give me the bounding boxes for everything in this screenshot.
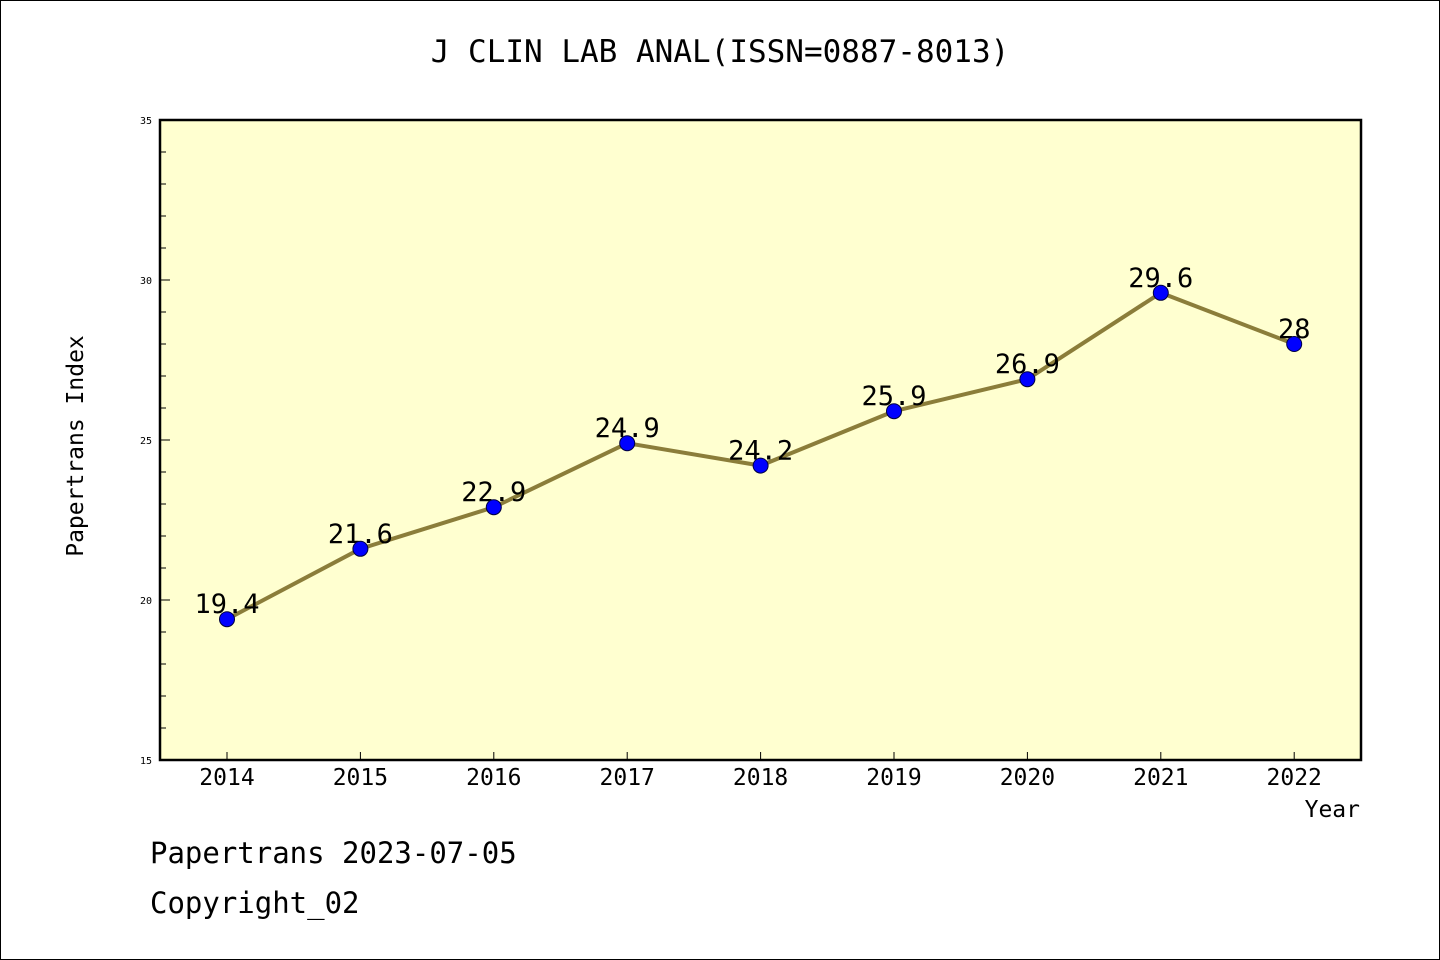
footer-copyright-text: Copyright_02 — [150, 886, 360, 920]
footer-date-text: Papertrans 2023-07-05 — [150, 836, 517, 870]
chart-title: J CLIN LAB ANAL(ISSN=0887-8013) — [430, 34, 1010, 70]
x-tick-label: 2021 — [1133, 765, 1188, 791]
y-axis-label: Papertrans Index — [63, 335, 89, 557]
x-tick-label: 2020 — [1000, 765, 1055, 791]
x-tick-label: 2015 — [333, 765, 388, 791]
x-tick-label: 2019 — [866, 765, 921, 791]
data-point-marker — [1286, 336, 1303, 352]
y-tick-label: 30 — [140, 276, 152, 287]
data-point-marker — [1152, 284, 1169, 301]
x-tick-label: 2017 — [600, 765, 655, 791]
data-point-marker — [752, 457, 769, 474]
x-axis-label: Year — [1304, 797, 1360, 823]
x-tick-label: 2018 — [733, 765, 788, 791]
plot-area — [158, 118, 1363, 762]
y-tick-label: 25 — [140, 436, 152, 447]
data-point-marker — [219, 611, 235, 628]
data-point-marker — [886, 403, 902, 420]
y-tick-label: 35 — [140, 116, 152, 127]
data-point-marker — [619, 435, 636, 452]
y-tick-label: 20 — [140, 596, 152, 607]
data-point-marker — [485, 499, 502, 516]
y-tick-label: 15 — [140, 756, 152, 767]
data-point-marker — [1019, 371, 1036, 388]
data-point-marker — [352, 540, 369, 557]
x-tick-label: 2014 — [199, 765, 254, 791]
x-tick-label: 2016 — [466, 765, 521, 791]
x-tick-label: 2022 — [1267, 765, 1322, 791]
